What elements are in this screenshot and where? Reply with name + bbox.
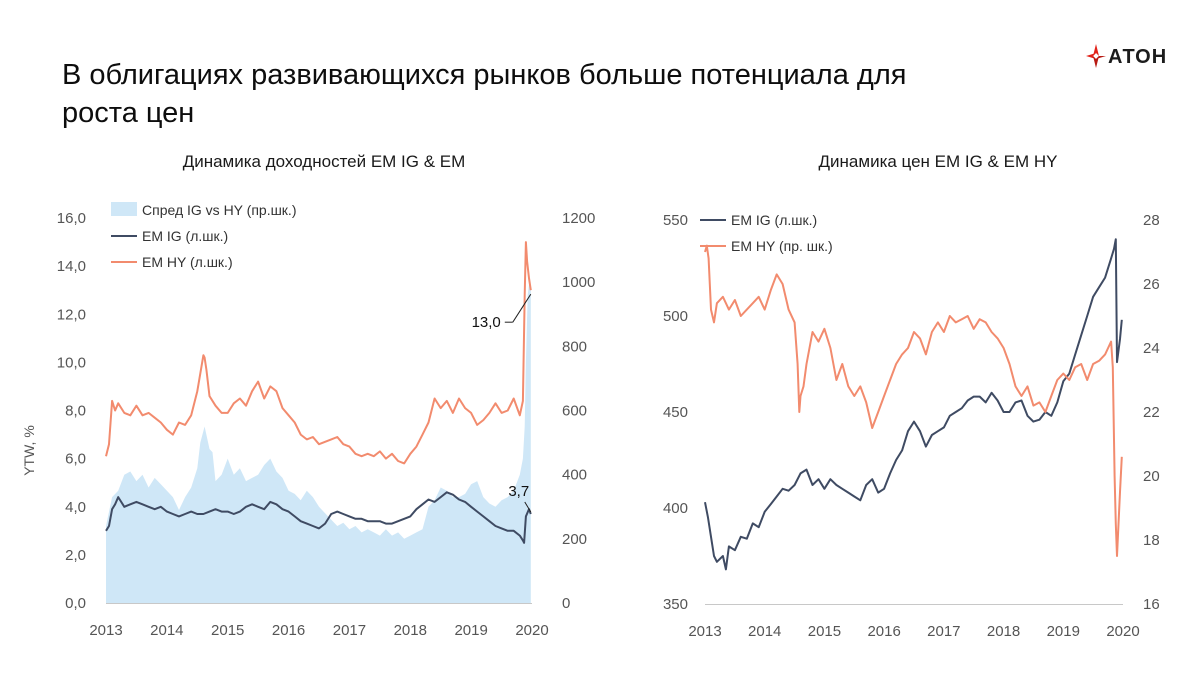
spread-area-series — [106, 279, 531, 603]
x-tick-label: 2014 — [748, 623, 781, 640]
y-left-tick-label: 12,0 — [57, 306, 86, 323]
y-left-tick-label: 4,0 — [65, 499, 86, 516]
x-tick-label: 2020 — [515, 622, 548, 639]
y-left-tick-label: 6,0 — [65, 451, 86, 468]
y-left-tick-label: 16,0 — [57, 210, 86, 227]
chart-left-title: Динамика доходностей EM IG & EM — [182, 152, 466, 171]
x-tick-label: 2016 — [867, 623, 900, 640]
y-left-tick-label: 0,0 — [65, 595, 86, 612]
x-tick-label: 2018 — [394, 622, 427, 639]
y-right-tick-label: 1000 — [562, 274, 595, 291]
x-tick-label: 2018 — [987, 623, 1020, 640]
x-tick-label: 2013 — [688, 623, 721, 640]
legend-label: EM IG (л.шк.) — [731, 212, 817, 228]
yield-chart: 0,0 2,0 4,0 6,0 8,0 10,0 12,0 14,0 16,0 0 200 400 60… — [21, 202, 595, 639]
y-left-tick-label: 550 — [663, 212, 688, 229]
annotation-label: 13,0 — [472, 314, 501, 331]
em-ig-line-series — [105, 491, 532, 544]
page-title: В облигациях развивающихся рынков больше… — [62, 59, 907, 129]
y-right-tick-label: 28 — [1143, 212, 1160, 229]
annotation-leader — [512, 293, 532, 323]
x-tick-label: 2016 — [272, 622, 305, 639]
price-chart: 350 400 450 500 550 16 18 20 22 24 26 28 2013 2014 201… — [663, 212, 1160, 640]
x-tick-label: 2020 — [1106, 623, 1139, 640]
x-tick-label: 2014 — [150, 622, 183, 639]
em-hy-line-series — [704, 244, 1123, 557]
x-tick-label: 2015 — [808, 623, 841, 640]
y-right-tick-label: 1200 — [562, 210, 595, 227]
em-ig-line-series — [704, 238, 1123, 571]
legend-label: Спред IG vs HY (пр.шк.) — [142, 202, 297, 218]
y-left-tick-label: 14,0 — [57, 258, 86, 275]
aton-logo-text: АТОН — [1108, 46, 1168, 68]
y-left-tick-label: 400 — [663, 500, 688, 517]
annotation-label: 3,7 — [508, 483, 529, 500]
y-left-tick-label: 8,0 — [65, 403, 86, 420]
legend-label: EM HY (пр. шк.) — [731, 238, 833, 254]
em-hy-line-series — [105, 241, 532, 465]
y-left-tick-label: 450 — [663, 404, 688, 421]
y-right-tick-label: 800 — [562, 338, 587, 355]
x-tick-label: 2013 — [89, 622, 122, 639]
aton-logo: АТОН — [1086, 44, 1176, 72]
y-right-tick-label: 20 — [1143, 468, 1160, 485]
y-right-tick-label: 200 — [562, 531, 587, 548]
x-tick-label: 2015 — [211, 622, 244, 639]
y-right-tick-label: 22 — [1143, 404, 1160, 421]
y-right-tick-label: 16 — [1143, 596, 1160, 613]
y-axis-label: YTW, % — [21, 425, 37, 476]
y-left-tick-label: 500 — [663, 308, 688, 325]
y-right-tick-label: 0 — [562, 595, 570, 612]
y-left-tick-label: 350 — [663, 596, 688, 613]
aton-logo-icon — [1086, 44, 1106, 68]
legend-swatch — [111, 202, 137, 216]
x-tick-label: 2017 — [333, 622, 366, 639]
y-right-tick-label: 26 — [1143, 276, 1160, 293]
y-right-tick-label: 24 — [1143, 340, 1160, 357]
chart-right-title: Динамика цен EM IG & EM HY — [818, 152, 1058, 171]
y-right-tick-label: 400 — [562, 467, 587, 484]
y-right-tick-label: 18 — [1143, 532, 1160, 549]
x-tick-label: 2017 — [927, 623, 960, 640]
annotation-leader — [524, 501, 532, 513]
y-left-tick-label: 10,0 — [57, 354, 86, 371]
x-tick-label: 2019 — [454, 622, 487, 639]
legend-label: EM HY (л.шк.) — [142, 254, 233, 270]
y-right-tick-label: 600 — [562, 403, 587, 420]
x-tick-label: 2019 — [1047, 623, 1080, 640]
legend-label: EM IG (л.шк.) — [142, 228, 228, 244]
y-left-tick-label: 2,0 — [65, 547, 86, 564]
